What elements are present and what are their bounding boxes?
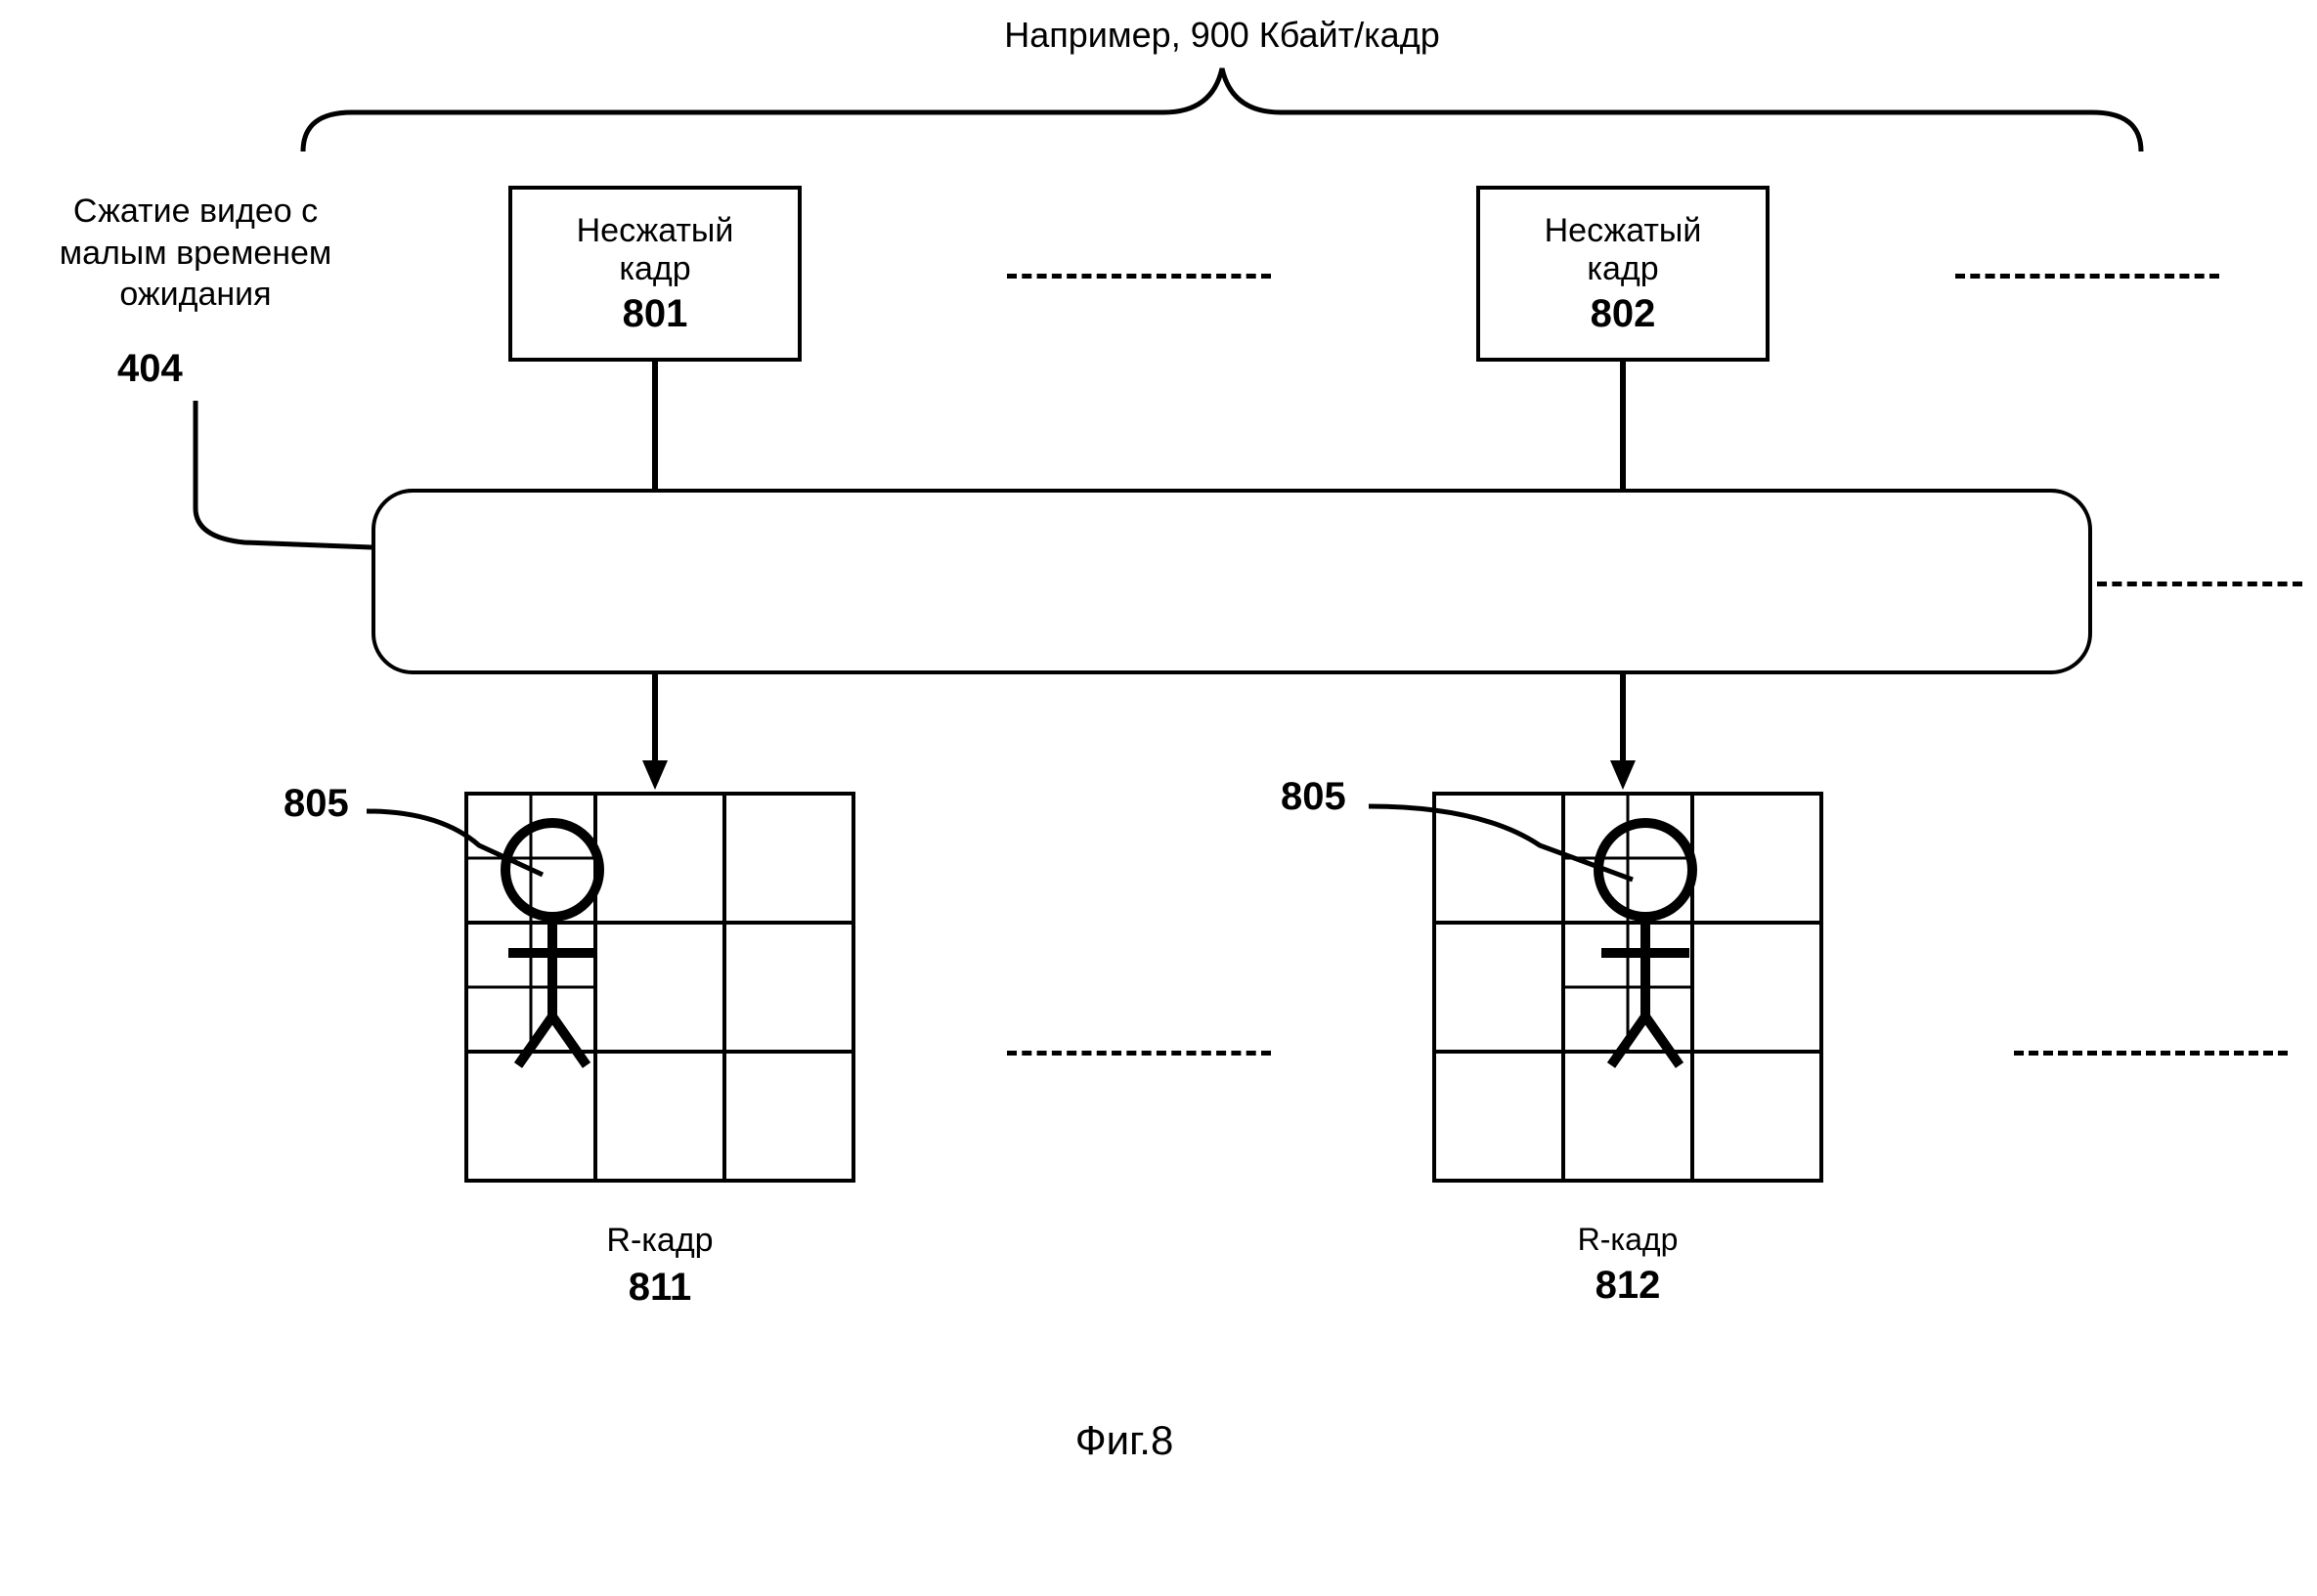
figure-label: Фиг.8: [929, 1417, 1320, 1464]
dash-pipeline-right: [2097, 582, 2302, 586]
uncompressed-line2: кадр: [619, 250, 690, 288]
dash-top-mid: [1007, 274, 1271, 279]
rframe-label-1: R-кадр: [464, 1222, 855, 1260]
rframe-ref-811: 811: [464, 1266, 855, 1310]
dash-bottom-right: [2014, 1051, 2288, 1056]
rframe-label-2: R-кадр: [1432, 1222, 1823, 1258]
top-brace: [293, 59, 2151, 166]
compression-label: Сжатие видео с малым временем ожидания: [20, 191, 372, 316]
compression-ref: 404: [117, 347, 183, 391]
dash-top-right: [1955, 274, 2219, 279]
stick-ref-left: 805: [284, 782, 349, 826]
compression-pipeline: [372, 489, 2092, 674]
uncompressed-ref-801: 801: [623, 292, 688, 336]
rframe-ref-812: 812: [1432, 1264, 1823, 1308]
uncompressed-box-801: Несжатый кадр 801: [508, 186, 802, 362]
compression-label-line2: малым временем: [20, 233, 372, 275]
compression-label-line1: Сжатие видео с: [20, 191, 372, 233]
top-title: Например, 900 Кбайт/кадр: [587, 15, 1858, 56]
dash-bottom-mid: [1007, 1051, 1271, 1056]
uncompressed-line1: Несжатый: [577, 212, 734, 250]
leader-805-left: [362, 801, 547, 889]
leader-805-right: [1364, 797, 1638, 894]
uncompressed-ref-802: 802: [1591, 292, 1656, 336]
compression-label-line3: ожидания: [20, 274, 372, 316]
stick-ref-right: 805: [1281, 775, 1346, 819]
uncompressed-line1b: Несжатый: [1545, 212, 1702, 250]
leader-404: [186, 391, 381, 557]
uncompressed-box-802: Несжатый кадр 802: [1476, 186, 1770, 362]
uncompressed-line2b: кадр: [1587, 250, 1658, 288]
rframe-cap-811: R-кадр 811: [464, 1222, 855, 1310]
rframe-cap-812: R-кадр 812: [1432, 1222, 1823, 1308]
